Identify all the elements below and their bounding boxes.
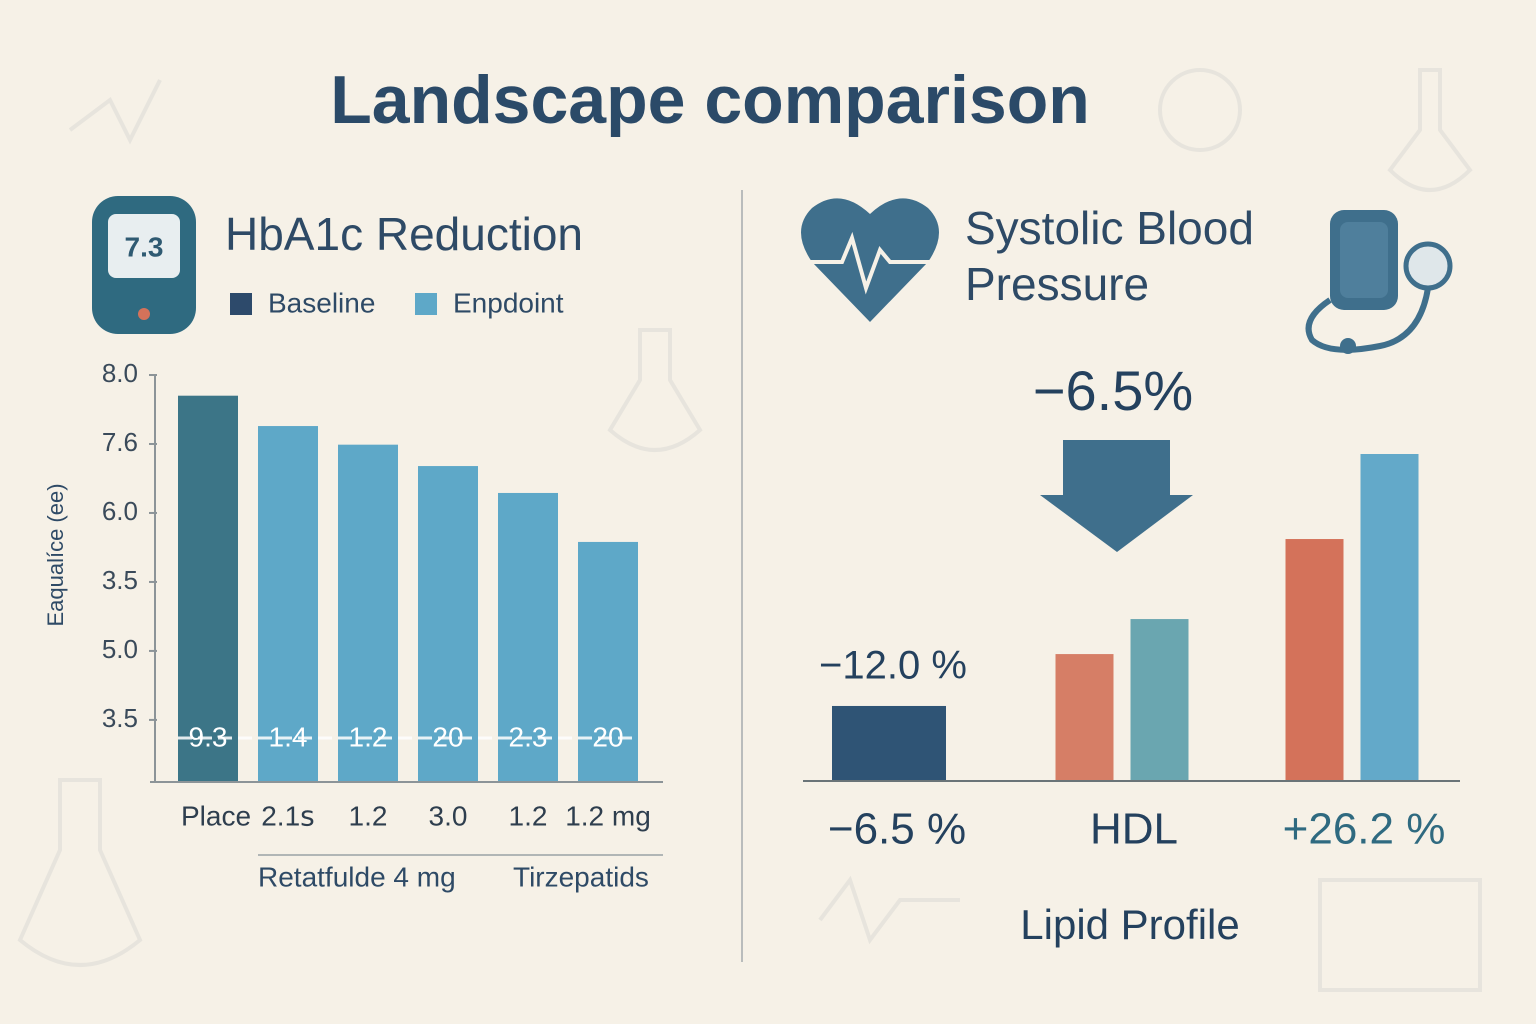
- group-label: Tirzepatids: [513, 861, 649, 892]
- x-tick-label: 1.2: [509, 800, 548, 831]
- y-tick-label: 5.0: [102, 634, 138, 664]
- x-tick-label: Place: [181, 800, 251, 831]
- group-label: HDL: [1090, 805, 1178, 854]
- bar: [1130, 619, 1189, 781]
- bar: [578, 541, 638, 782]
- blood-pressure-icon: [1305, 210, 1453, 354]
- bar-label: 1.4: [269, 721, 308, 752]
- meter-reading: 7.3: [125, 231, 164, 262]
- y-tick-label: 3.5: [102, 703, 138, 733]
- x-tick-label: 3.0: [429, 800, 468, 831]
- bar: [1360, 454, 1419, 781]
- bar: [1055, 654, 1114, 781]
- y-tick-label: 6.0: [102, 496, 138, 526]
- headline-value: −6.5%: [1033, 359, 1193, 422]
- meter-icon: [92, 196, 196, 334]
- bar-label: 2.3: [509, 721, 548, 752]
- y-tick-label: 8.0: [102, 358, 138, 388]
- group-label: −6.5 %: [828, 805, 966, 854]
- x-tick-label: 1.2 mg: [565, 800, 651, 831]
- bar: [178, 395, 238, 782]
- bar: [498, 492, 558, 782]
- section-title: Systolic Blood: [965, 202, 1254, 254]
- legend-label: Enpdoint: [453, 287, 564, 318]
- bar-label: 9.3: [189, 721, 228, 752]
- down-arrow: [1040, 440, 1193, 552]
- x-tick-label: 1.2: [349, 800, 388, 831]
- group-label: Retatfulde 4 mg: [258, 861, 456, 892]
- bar-label: 20: [592, 721, 623, 752]
- bar: [418, 466, 478, 782]
- bar-label: 20: [432, 721, 463, 752]
- legend-label: Baseline: [268, 287, 375, 318]
- bar: [338, 444, 398, 782]
- y-tick-label: 3.5: [102, 565, 138, 595]
- bar: [832, 705, 946, 781]
- legend-swatch: [230, 293, 252, 315]
- chart-title: Lipid Profile: [1020, 901, 1239, 948]
- x-tick-label: 2.1ꜱ: [261, 800, 315, 831]
- background-decoration: [17, 68, 1482, 992]
- y-tick-label: 7.6: [102, 427, 138, 457]
- chart-title: HbA1c Reduction: [225, 208, 583, 260]
- bar-label: 1.2: [349, 721, 388, 752]
- bar: [1285, 539, 1344, 781]
- heart-icon: [801, 198, 939, 322]
- bar: [258, 426, 318, 782]
- legend-swatch: [415, 293, 437, 315]
- page-title: Landscape comparison: [330, 62, 1090, 138]
- y-axis-label: Eaqualíce (ee): [43, 483, 68, 626]
- annotation: −12.0 %: [819, 644, 967, 688]
- section-title: Pressure: [965, 258, 1149, 310]
- group-label: +26.2 %: [1283, 805, 1446, 854]
